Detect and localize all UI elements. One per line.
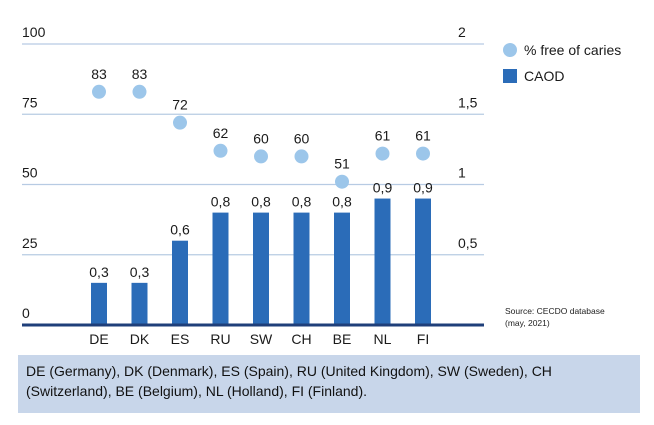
caries-free-point [335,174,349,189]
caod-bar [374,198,391,325]
left-axis-tick-label: 25 [22,235,38,251]
category-label: DE [89,331,108,347]
category-label: RU [210,331,230,347]
chart: 0 25 50 75 100 0,5 1 1,5 2 0,3 0,3 0,6 0,8 0,8 0,8 0,8 0… [22,24,621,347]
right-axis-tick-label: 1 [458,165,466,181]
caod-bar [172,240,188,325]
caries-free-point [92,84,106,99]
left-axis-tick-label: 50 [22,165,38,181]
category-label: DK [130,331,150,347]
category-label: NL [374,331,392,347]
legend-bar-label: CAOD [524,68,564,84]
category-label: ES [171,331,190,347]
caries-free-label: 72 [172,97,188,113]
legend-dot-swatch [503,43,517,57]
legend-bar-swatch [503,69,517,83]
caries-free-label: 62 [213,125,229,141]
right-axis-tick-label: 0,5 [458,235,478,251]
legend-dot-label: % free of caries [524,42,621,58]
caod-bar [334,212,350,325]
left-axis-tick-label: 75 [22,94,38,110]
caries-free-label: 60 [294,130,310,146]
caod-bar-label: 0,6 [170,222,190,238]
caries-free-point [375,146,390,161]
category-label: SW [250,331,273,347]
caod-bar [131,282,148,325]
source-note: Source: CECDO database (may, 2021) [505,305,605,329]
left-axis-tick-label: 100 [22,24,46,40]
caod-bar [212,212,229,325]
caries-free-label: 61 [375,128,391,144]
caod-bar-label: 0,8 [211,194,231,210]
caod-bar-label: 0,3 [89,264,109,280]
caod-bar-label: 0,9 [413,180,433,196]
source-note-line: (may, 2021) [505,318,550,328]
caries-free-label: 83 [132,66,148,82]
caod-bar [91,282,107,325]
category-label: FI [417,331,429,347]
category-label: CH [291,331,311,347]
caod-bar [415,198,431,325]
caries-free-point [416,146,430,161]
caries-free-point [132,84,147,99]
left-axis-tick-label: 0 [22,305,30,321]
caries-free-point [294,149,309,164]
caod-bar [253,212,269,325]
caries-free-point [254,149,268,164]
caod-bar-label: 0,8 [251,194,271,210]
caod-bar-label: 0,3 [130,264,150,280]
caries-free-point [213,143,228,158]
caries-free-label: 60 [253,130,269,146]
caod-bar [293,212,310,325]
country-caption: DE (Germany), DK (Denmark), ES (Spain), … [18,355,640,413]
source-note-line: Source: CECDO database [505,306,605,316]
caries-free-label: 51 [334,156,350,172]
caod-bar-label: 0,8 [292,194,312,210]
caries-free-point [173,115,187,130]
caries-free-label: 61 [415,128,431,144]
caod-bar-label: 0,9 [373,180,393,196]
category-label: BE [333,331,352,347]
caries-free-label: 83 [91,66,107,82]
right-axis-tick-label: 1,5 [458,94,478,110]
right-axis-tick-label: 2 [458,24,466,40]
caod-bar-label: 0,8 [332,194,352,210]
